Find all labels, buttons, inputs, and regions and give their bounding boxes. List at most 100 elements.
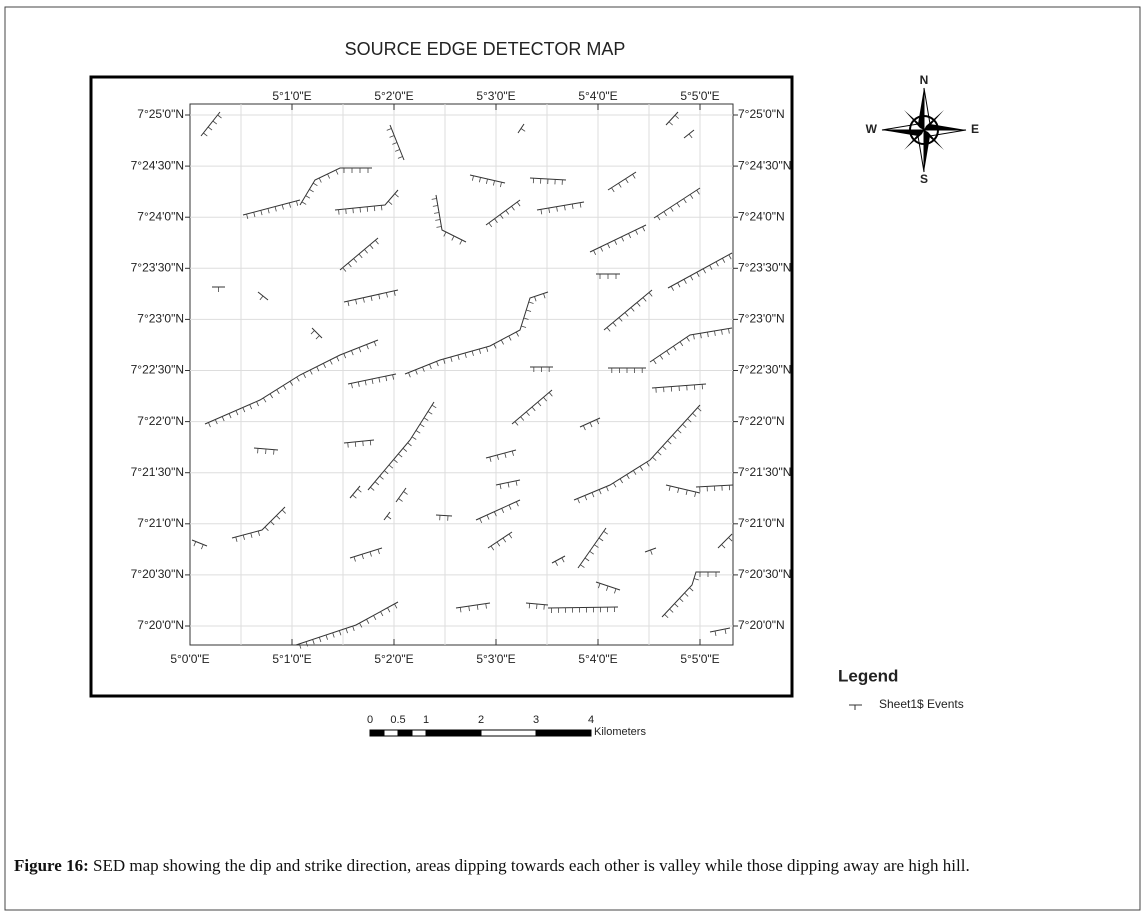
dip-tick <box>386 292 388 298</box>
dip-tick <box>490 545 495 551</box>
dip-tick <box>724 628 727 634</box>
right-label: 7°22'0"N <box>738 414 785 428</box>
dip-tick <box>561 557 565 563</box>
dip-tick <box>564 205 566 211</box>
dip-tick <box>618 317 623 322</box>
dip-tick <box>531 406 536 412</box>
dip-tick <box>534 296 537 302</box>
dip-tick <box>593 250 597 255</box>
dip-tick <box>670 207 674 212</box>
dip-tick <box>309 189 314 193</box>
dip-tick <box>589 551 594 555</box>
dip-tick <box>242 534 245 540</box>
dip-tick <box>373 615 377 620</box>
dip-tick <box>289 381 293 386</box>
lineament <box>551 555 566 564</box>
grid <box>190 104 733 645</box>
dip-tick <box>423 417 429 421</box>
dip-tick <box>689 587 694 592</box>
dip-tick <box>520 416 525 421</box>
dip-tick <box>193 541 197 547</box>
scale-segment <box>369 729 385 737</box>
lineament <box>607 171 637 191</box>
dip-tick <box>384 470 389 475</box>
dip-tick <box>427 411 433 415</box>
lineament <box>475 499 521 521</box>
dip-tick <box>322 363 326 368</box>
dip-tick <box>310 330 315 335</box>
lineament <box>200 111 221 137</box>
dip-tick <box>579 202 582 208</box>
dip-tick <box>614 240 618 245</box>
dip-tick <box>369 551 372 557</box>
dip-tick <box>402 448 408 452</box>
dip-tick <box>501 508 505 514</box>
dip-tick <box>276 389 280 395</box>
dip-tick <box>508 504 512 510</box>
dip-tick <box>589 422 593 428</box>
dip-tick <box>690 275 694 281</box>
left-label: 7°24'30"N <box>131 158 184 172</box>
dip-tick <box>318 177 322 183</box>
dip-tick <box>537 401 542 407</box>
dip-tick <box>669 608 674 613</box>
dip-tick <box>508 335 512 341</box>
lineament <box>485 199 521 226</box>
dip-tick <box>504 452 507 458</box>
dip-tick <box>432 205 438 207</box>
dip-tick <box>721 544 726 549</box>
dip-tick <box>358 253 363 259</box>
dip-tick <box>722 258 726 263</box>
dip-tick <box>387 200 393 205</box>
lineament <box>343 439 375 444</box>
dip-tick <box>342 267 347 272</box>
right-label: 7°23'0"N <box>738 312 785 326</box>
compass-n: N <box>920 73 929 87</box>
left-label: 7°23'30"N <box>131 260 184 274</box>
dip-tick <box>688 133 693 139</box>
scale-unit: Kilometers <box>594 726 646 738</box>
dip-tick <box>540 209 543 215</box>
dip-tick <box>369 244 374 249</box>
lineament <box>435 194 467 243</box>
left-label: 7°21'0"N <box>137 516 184 530</box>
dip-tick <box>457 354 460 360</box>
dip-tick <box>548 392 553 397</box>
lineament <box>295 601 399 646</box>
dip-tick <box>639 466 643 471</box>
lineament <box>649 327 733 363</box>
dip-tick <box>479 518 483 524</box>
dip-tick <box>619 478 623 484</box>
bottom-label: 5°0'0"E <box>170 652 209 666</box>
dip-tick <box>431 404 437 409</box>
dip-tick <box>434 212 440 214</box>
lineament <box>191 539 208 547</box>
dip-tick <box>203 132 208 137</box>
dip-tick <box>584 557 590 562</box>
dip-tick <box>443 231 447 237</box>
dip-tick <box>221 416 225 422</box>
dip-tick <box>668 121 673 126</box>
compass-e: E <box>971 122 979 136</box>
caption-text: SED map showing the dip and strike direc… <box>89 856 970 875</box>
dip-tick <box>347 301 350 307</box>
lineament <box>311 327 323 339</box>
dip-tick <box>351 383 353 389</box>
dip-tick <box>347 262 352 268</box>
dip-tick <box>523 317 529 320</box>
dip-tick <box>415 430 421 434</box>
north-arrow: N S E W <box>866 73 979 186</box>
dip-tick <box>256 401 259 407</box>
dip-tick <box>377 549 380 555</box>
dip-tick <box>515 501 519 507</box>
right-label: 7°21'30"N <box>738 465 791 479</box>
dip-tick <box>707 332 709 338</box>
dip-tick <box>301 201 307 205</box>
dip-tick <box>697 407 702 412</box>
dip-tick <box>650 549 653 555</box>
dip-tick <box>511 450 514 456</box>
dip-tick <box>398 498 403 502</box>
dip-tick <box>296 200 299 206</box>
dip-tick <box>525 411 530 416</box>
